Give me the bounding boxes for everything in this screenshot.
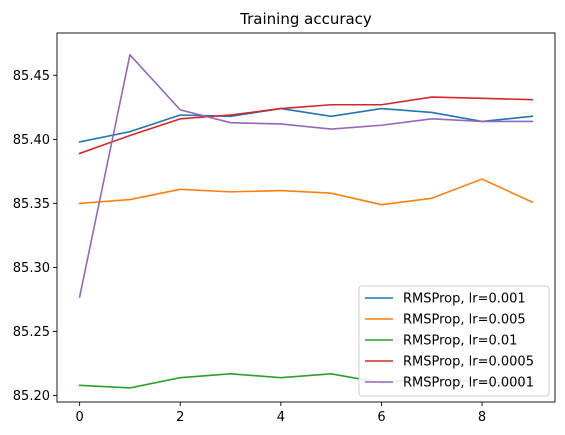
- x-tick-label: 4: [277, 410, 285, 425]
- legend-label-0: RMSProp, lr=0.001: [403, 292, 526, 307]
- legend-label-3: RMSProp, lr=0.0005: [403, 355, 534, 370]
- y-tick-label: 85.30: [13, 261, 50, 276]
- x-tick-label: 2: [176, 410, 184, 425]
- axes-frame: [56, 32, 556, 403]
- legend-label-2: RMSProp, lr=0.01: [403, 334, 517, 349]
- y-tick-label: 85.20: [13, 389, 50, 404]
- y-tick-label: 85.45: [13, 69, 50, 84]
- series-line-3: [78, 96, 534, 155]
- legend: RMSProp, lr=0.001 RMSProp, lr=0.005 RMSPro…: [358, 285, 550, 397]
- x-tick-label: 0: [75, 410, 83, 425]
- y-tick-label: 85.35: [13, 197, 50, 212]
- y-tick-label: 85.40: [13, 133, 50, 148]
- chart-title: Training accuracy: [239, 10, 372, 28]
- series-line-0: [78, 107, 534, 143]
- series-line-1: [78, 178, 534, 206]
- x-tick-label: 6: [377, 410, 385, 425]
- plot-area: [78, 53, 534, 389]
- axes: 0 2 4 6 8 85.20 85.25 85.30 85.35 85.40 85.45: [13, 32, 556, 425]
- legend-label-1: RMSProp, lr=0.005: [403, 313, 526, 328]
- x-tick-label: 8: [478, 410, 486, 425]
- series-line-4: [78, 53, 534, 298]
- legend-box: [358, 285, 550, 397]
- legend-label-4: RMSProp, lr=0.0001: [403, 376, 534, 391]
- y-tick-label: 85.25: [13, 325, 50, 340]
